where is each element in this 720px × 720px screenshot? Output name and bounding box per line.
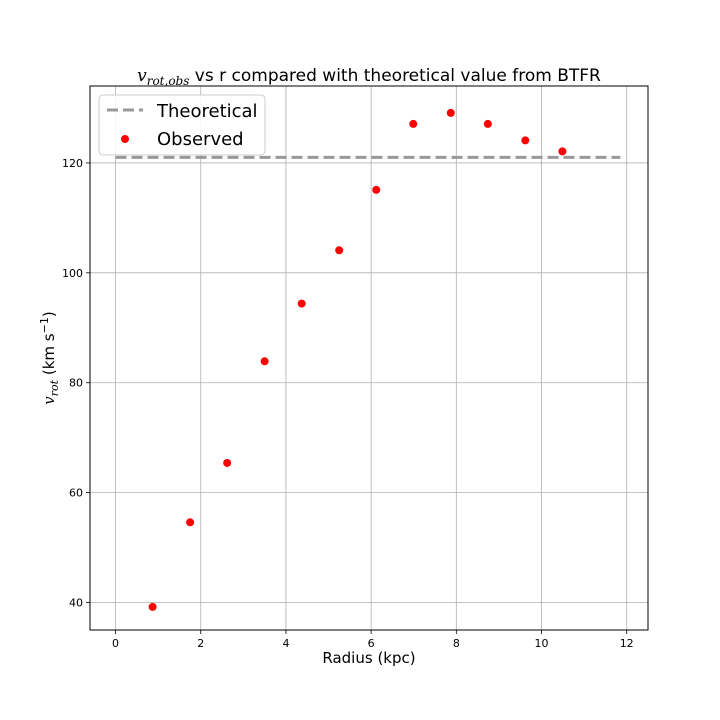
- y-tick-label: 40: [69, 597, 83, 610]
- chart-title: vrot,obs vs r compared with theoretical …: [137, 66, 601, 88]
- plot-series: [115, 108, 621, 611]
- observed-point: [521, 136, 530, 145]
- legend-observed-label: Observed: [157, 129, 244, 150]
- observed-point: [148, 602, 157, 611]
- y-tick-label: 80: [69, 377, 83, 390]
- x-tick-label: 0: [112, 637, 119, 650]
- observed-point: [335, 246, 344, 255]
- x-tick-label: 6: [368, 637, 375, 650]
- y-axis-label: vrot (km s−1): [38, 311, 61, 404]
- grid: [90, 86, 648, 630]
- x-tick-label: 4: [282, 637, 289, 650]
- y-tick-label: 120: [62, 157, 83, 170]
- x-tick-label: 12: [620, 637, 634, 650]
- observed-point: [558, 147, 567, 156]
- axis-ticks: 0 2 4 6 8 10 12 40 60 80 100 120: [62, 157, 634, 650]
- legend: Theoretical Observed: [98, 94, 266, 156]
- legend-theoretical-label: Theoretical: [156, 101, 258, 122]
- legend-observed-swatch: [121, 135, 129, 143]
- y-tick-label: 100: [62, 267, 83, 280]
- observed-point: [409, 119, 418, 128]
- observed-point: [223, 458, 232, 467]
- observed-point: [483, 119, 492, 128]
- x-axis-label: Radius (kpc): [322, 649, 415, 667]
- observed-point: [260, 357, 269, 366]
- observed-point: [446, 108, 455, 117]
- plot-frame: [89, 85, 649, 631]
- observed-point: [372, 185, 381, 194]
- x-tick-label: 10: [535, 637, 549, 650]
- observed-point: [297, 299, 306, 308]
- x-tick-label: 2: [197, 637, 204, 650]
- x-tick-label: 8: [453, 637, 460, 650]
- observed-point: [186, 518, 195, 527]
- y-tick-label: 60: [69, 487, 83, 500]
